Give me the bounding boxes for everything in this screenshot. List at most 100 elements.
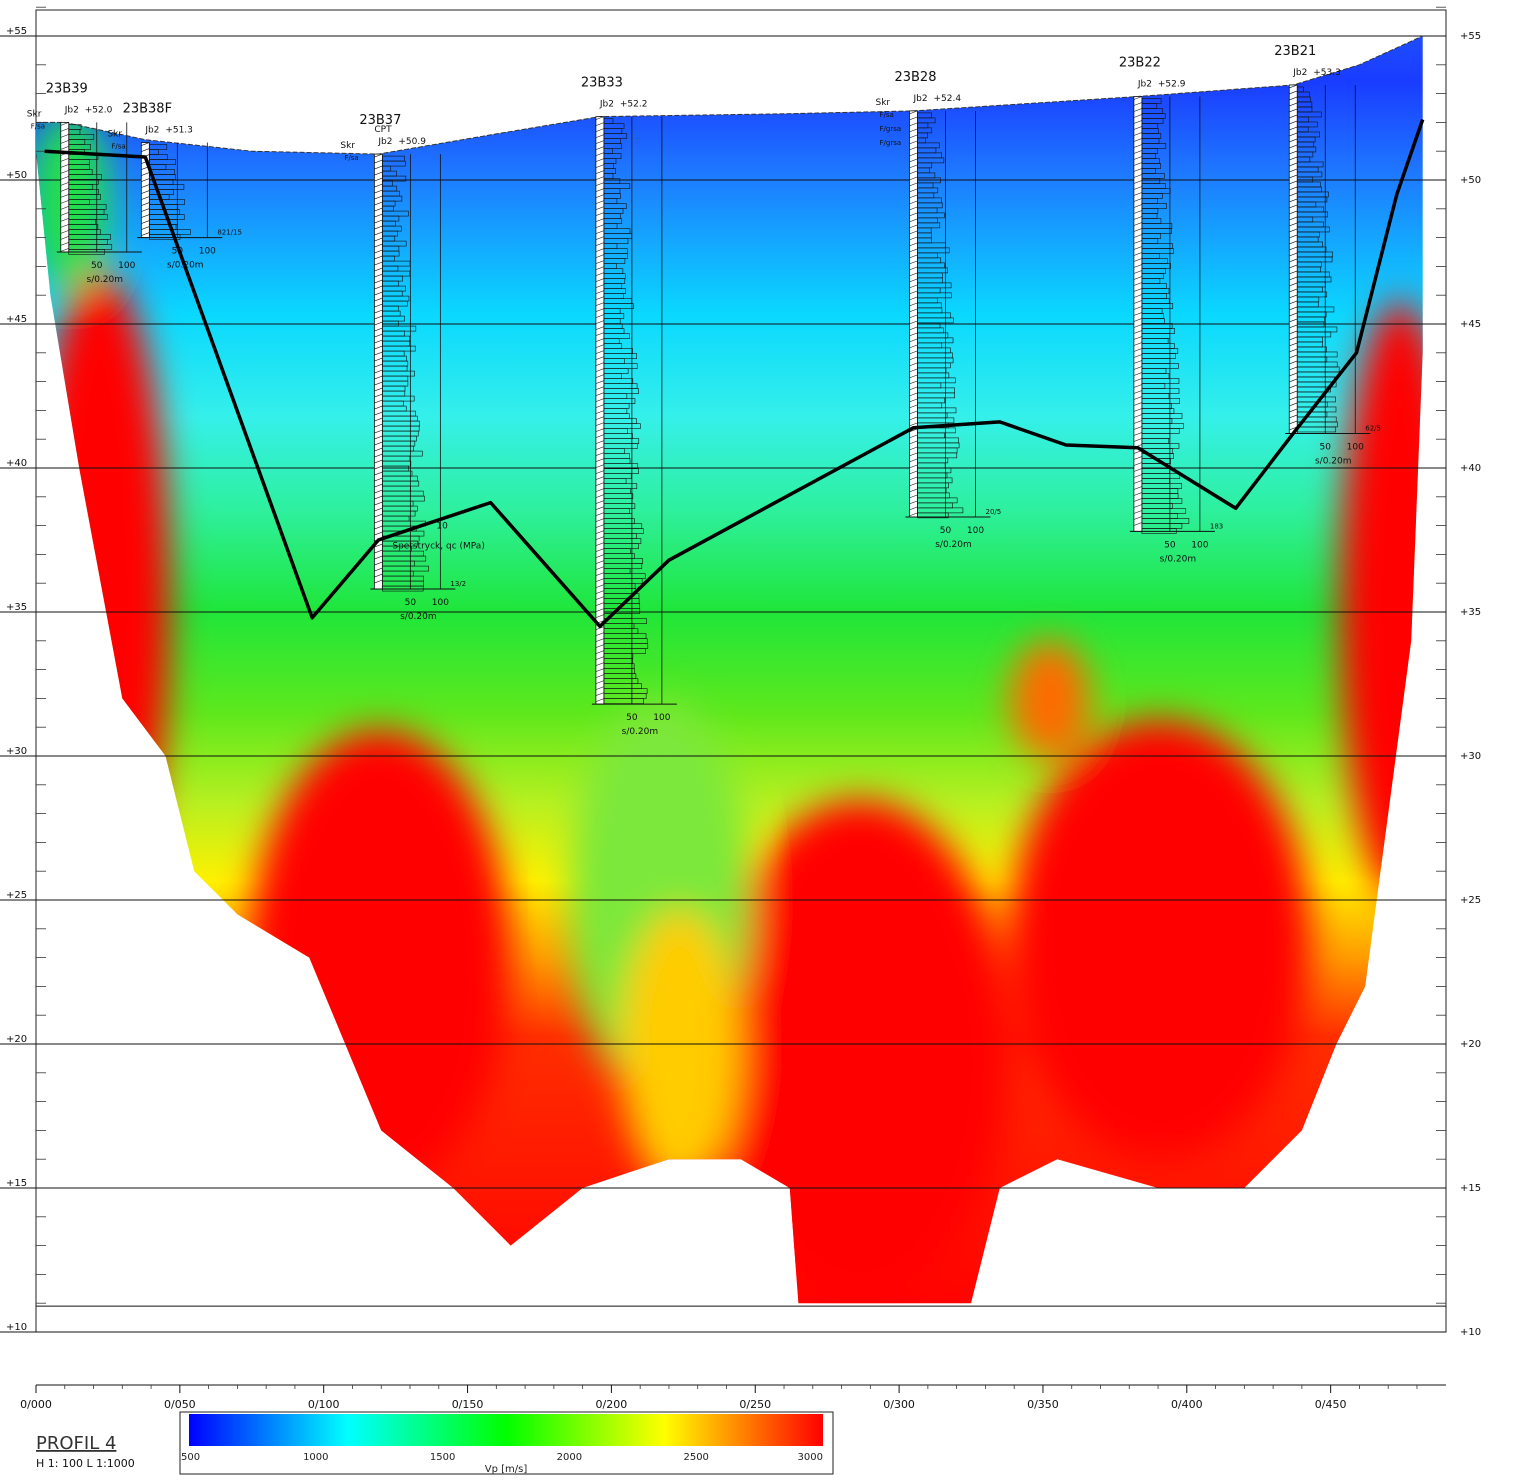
- column-hatch: [909, 260, 918, 265]
- column-hatch: [374, 303, 383, 308]
- anomaly-red-mid2: [710, 800, 1010, 1300]
- column-hatch: [595, 536, 604, 540]
- sounding-bar: [1296, 111, 1322, 118]
- column-hatch: [374, 423, 383, 428]
- column-hatch: [909, 458, 918, 463]
- column-hatch: [909, 284, 918, 289]
- elevation-axis-right: +55 +50 +45 +40 +35 +30 +25 +20 +15 +10: [1460, 31, 1481, 1338]
- column-hatch: [909, 278, 918, 283]
- column-hatch: [1133, 432, 1142, 436]
- column-hatch: [1289, 264, 1298, 269]
- anomaly-red-mid1: [250, 730, 510, 1190]
- column-hatch: [1289, 186, 1298, 191]
- column-hatch: [1133, 312, 1142, 316]
- column-hatch: [909, 506, 918, 511]
- column-hatch: [595, 152, 604, 156]
- column-hatch: [909, 464, 918, 469]
- column-hatch: [595, 458, 604, 462]
- column-hatch: [374, 297, 383, 302]
- column-hatch: [374, 501, 383, 506]
- column-hatch: [141, 220, 150, 224]
- column-hatch: [595, 470, 604, 474]
- stop-code: 20/5: [985, 508, 1001, 516]
- column-hatch: [374, 213, 383, 218]
- column-hatch: [1133, 420, 1142, 424]
- elevation-label-left: +40: [6, 458, 27, 469]
- chainage-axis: 0/000 0/050 0/100 0/150 0/200 0/250 0/300 0/350…: [20, 1384, 1446, 1411]
- column-hatch: [1133, 162, 1142, 166]
- column-hatch: [1133, 510, 1142, 514]
- column-hatch: [595, 134, 604, 138]
- column-hatch: [909, 110, 918, 115]
- column-hatch: [1133, 492, 1142, 496]
- column-hatch: [1289, 306, 1298, 311]
- column-hatch: [909, 434, 918, 439]
- column-hatch: [595, 446, 604, 450]
- column-hatch: [909, 128, 918, 133]
- column-hatch: [141, 190, 150, 194]
- elevation-label-left: +50: [6, 170, 27, 181]
- column-hatch: [1289, 144, 1298, 149]
- column-hatch: [1289, 174, 1298, 179]
- column-hatch: [1289, 120, 1298, 125]
- column-hatch: [1289, 354, 1298, 359]
- profile-title: PROFIL 4: [36, 1433, 116, 1454]
- column-hatch: [595, 686, 604, 690]
- column-hatch: [1289, 162, 1298, 167]
- column-hatch: [909, 170, 918, 175]
- column-hatch: [374, 483, 383, 488]
- column-hatch: [374, 435, 383, 440]
- column-hatch: [60, 146, 69, 150]
- column-hatch: [1133, 462, 1142, 466]
- column-hatch: [595, 578, 604, 582]
- stop-code: 183: [1210, 522, 1223, 530]
- column-hatch: [374, 393, 383, 398]
- column-hatch: [60, 176, 69, 180]
- column-hatch: [595, 308, 604, 312]
- column-hatch: [909, 500, 918, 505]
- column-hatch: [1289, 390, 1298, 395]
- column-hatch: [374, 561, 383, 566]
- column-hatch: [595, 386, 604, 390]
- column-hatch: [909, 452, 918, 457]
- column-hatch: [595, 314, 604, 318]
- column-hatch: [595, 566, 604, 570]
- column-hatch: [909, 314, 918, 319]
- column-hatch: [909, 446, 918, 451]
- column-hatch: [1289, 252, 1298, 257]
- borehole-elevation: +50.9: [398, 137, 426, 147]
- column-hatch: [595, 548, 604, 552]
- borehole-elevation: +52.0: [85, 105, 113, 115]
- column-hatch: [374, 159, 383, 164]
- column-hatch: [374, 369, 383, 374]
- column-hatch: [1133, 426, 1142, 430]
- column-hatch: [595, 488, 604, 492]
- column-hatch: [60, 128, 69, 132]
- soil-label: F/sa: [111, 143, 125, 151]
- column-hatch: [595, 188, 604, 192]
- column-hatch: [595, 518, 604, 522]
- column-hatch: [374, 225, 383, 230]
- column-hatch: [1289, 372, 1298, 377]
- column-hatch: [1289, 90, 1298, 95]
- column-hatch: [1289, 132, 1298, 137]
- column-hatch: [374, 405, 383, 410]
- column-hatch: [1133, 180, 1142, 184]
- column-hatch: [595, 500, 604, 504]
- column-hatch: [1289, 378, 1298, 383]
- column-hatch: [374, 261, 383, 266]
- column-hatch: [595, 692, 604, 696]
- column-hatch: [1289, 276, 1298, 281]
- chainage-label: 0/200: [596, 1398, 628, 1411]
- column-hatch: [595, 542, 604, 546]
- column-hatch: [909, 164, 918, 169]
- column-hatch: [1133, 276, 1142, 280]
- column-hatch: [374, 459, 383, 464]
- elevation-label-right: +15: [1460, 1183, 1481, 1194]
- column-hatch: [909, 368, 918, 373]
- column-hatch: [1289, 138, 1298, 143]
- column-hatch: [909, 290, 918, 295]
- anomaly-red-right: [1340, 300, 1423, 900]
- sounding-bar: [149, 234, 181, 240]
- column-hatch: [374, 195, 383, 200]
